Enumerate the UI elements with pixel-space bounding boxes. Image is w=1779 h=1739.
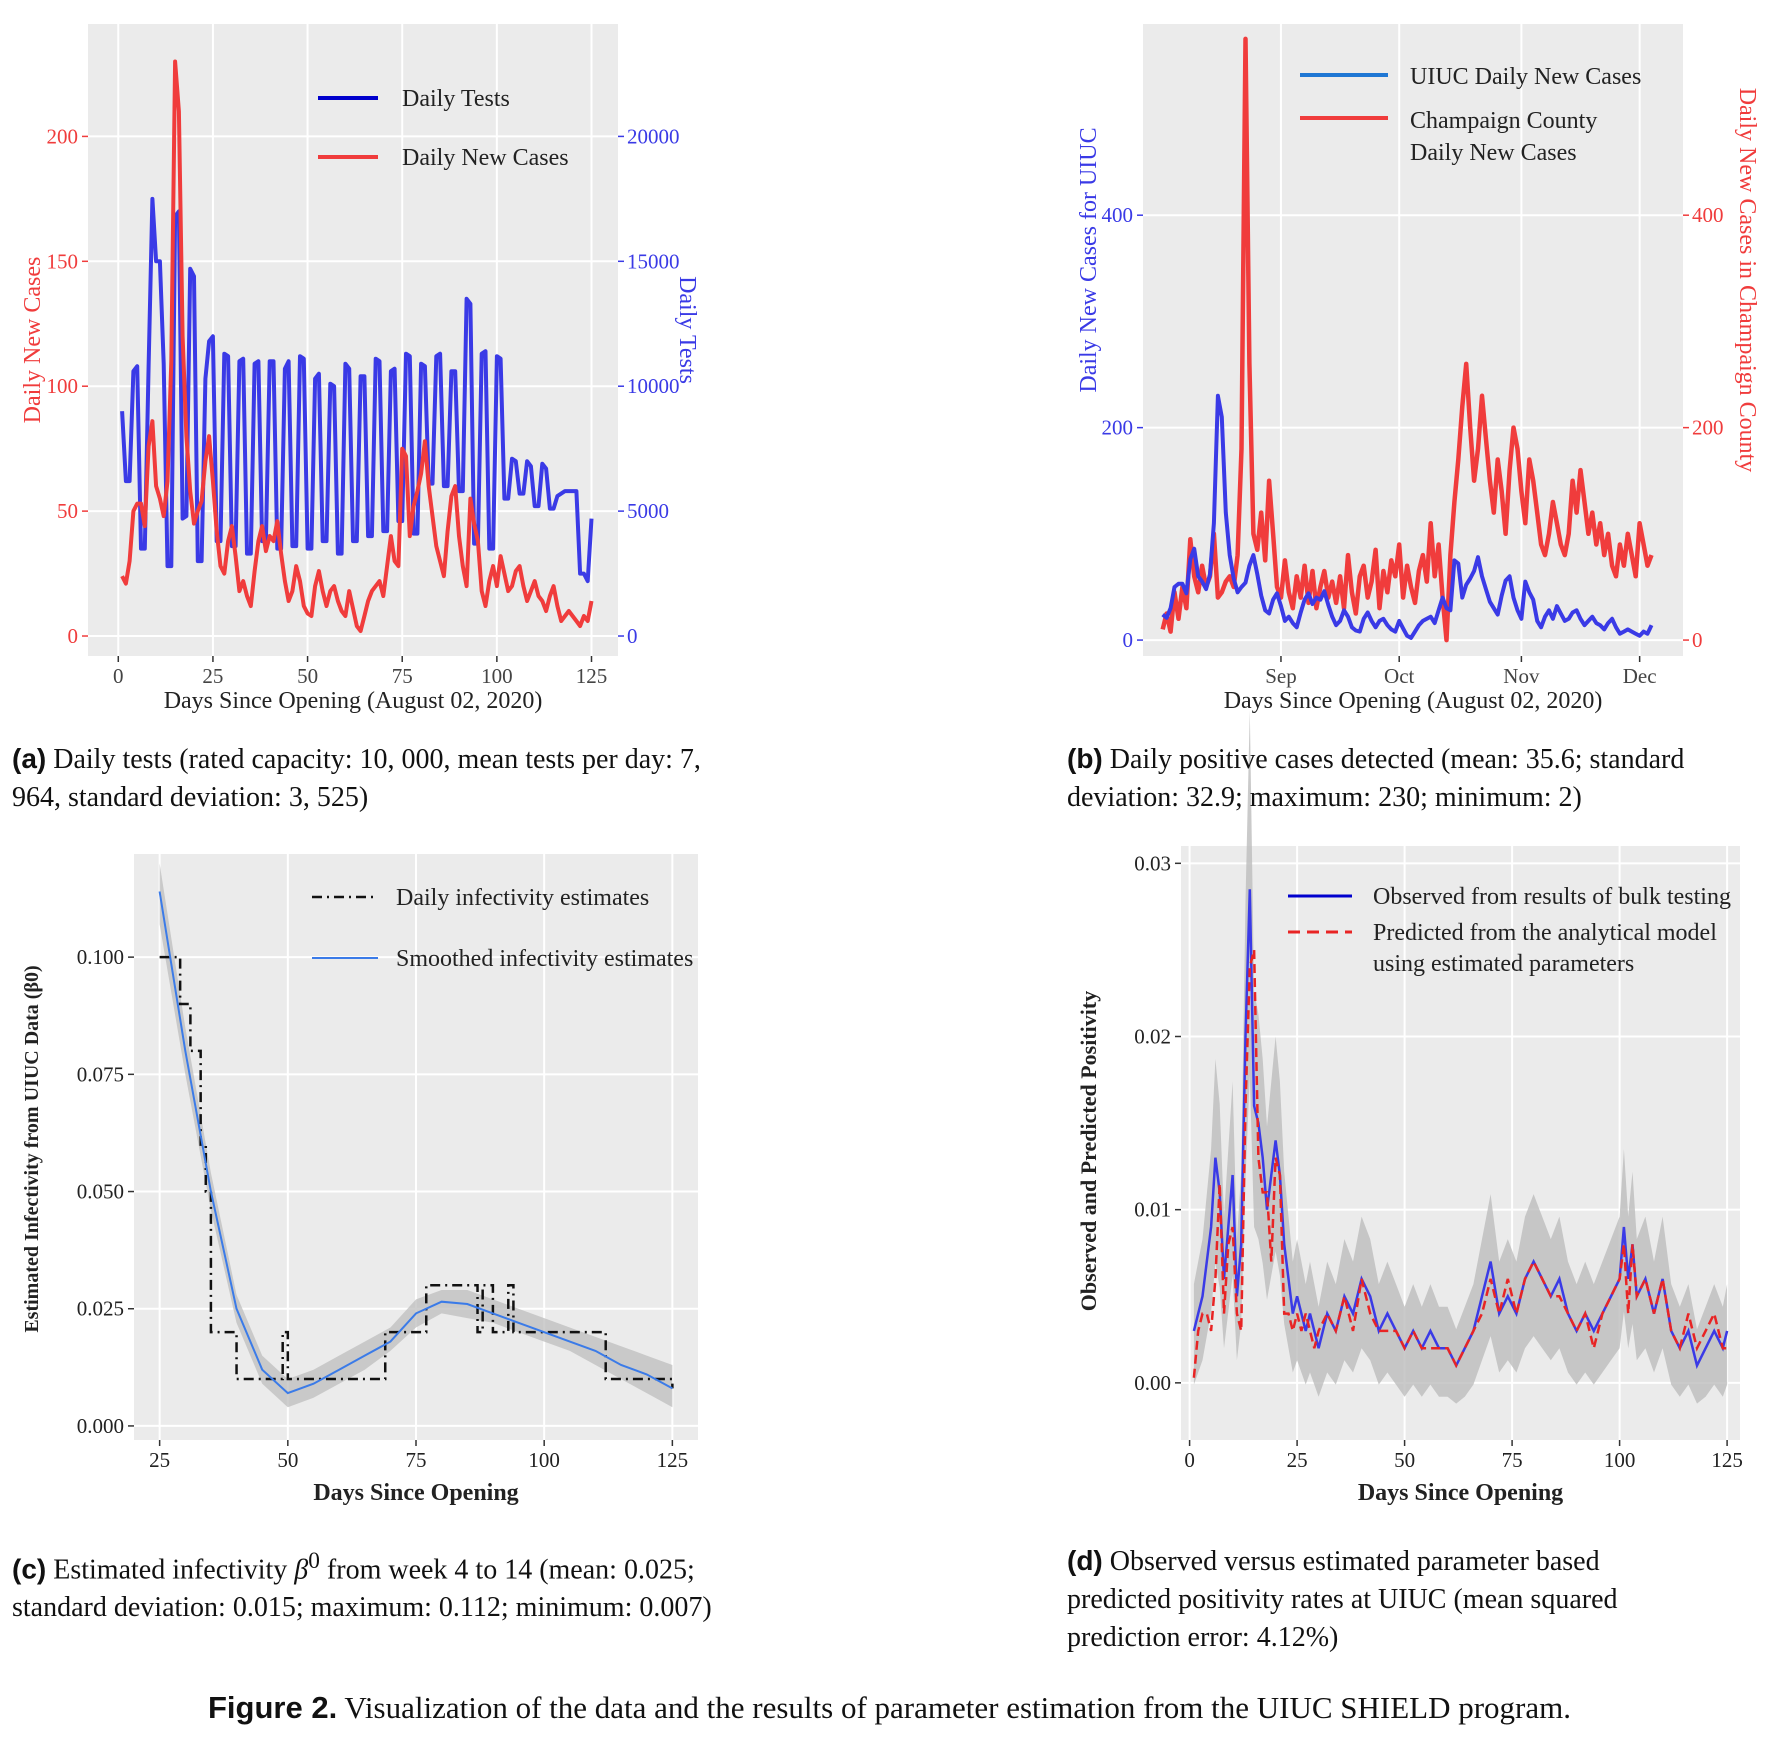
chart-a-xtick-label: 75 (392, 664, 413, 688)
chart-b-xtick-label: Oct (1384, 664, 1414, 688)
caption-c-superscript: 0 (308, 1548, 320, 1574)
chart-a-xtick-label: 25 (202, 664, 223, 688)
caption-c-beta-symbol: β (294, 1554, 309, 1586)
figure-label: Figure 2. (208, 1690, 338, 1725)
caption-d-label: (d) (1067, 1545, 1103, 1576)
chart-a-plot-area (88, 24, 618, 656)
chart-c-ytick-label: 0.050 (77, 1180, 124, 1204)
chart-a-y2tick-label: 15000 (627, 249, 680, 273)
chart-d-y-axis-label: Observed and Predicted Positivity (1076, 991, 1101, 1311)
chart-b-ytick-label: 0 (1123, 628, 1134, 652)
caption-b-text: Daily positive cases detected (mean: 35.… (1067, 744, 1685, 813)
chart-c-confidence-band (159, 863, 673, 1408)
chart-d-xtick-label: 0 (1184, 1448, 1195, 1472)
chart-d-ytick-label: 0.01 (1134, 1198, 1171, 1222)
chart-c-ytick-label: 0.000 (77, 1414, 124, 1438)
chart-d-ytick-label: 0.00 (1134, 1371, 1171, 1395)
chart-d-xtick-label: 100 (1604, 1448, 1636, 1472)
chart-b-ytick-label: 200 (1102, 416, 1134, 440)
chart-b-y2tick-label: 200 (1692, 416, 1724, 440)
chart-b-legend-label-county: Champaign County Daily New Cases (1410, 108, 1597, 166)
chart-c-legend-label-daily: Daily infectivity estimates (396, 885, 649, 911)
caption-d: (d) Observed versus estimated parameter … (1067, 1542, 1707, 1657)
chart-c-ytick-label: 0.075 (77, 1062, 124, 1086)
chart-c-xtick-label: 75 (406, 1448, 427, 1472)
chart-b-plot-area (1143, 24, 1683, 656)
caption-c-text-before: Estimated infectivity (46, 1554, 295, 1586)
chart-c-series-daily (159, 955, 674, 1389)
chart-c-ytick-label: 0.100 (77, 945, 124, 969)
chart-c-series-smoothed (158, 891, 673, 1395)
chart-a-xtick-label: 100 (481, 664, 513, 688)
chart-b-series-county (1160, 36, 1654, 643)
chart-a-xtick-label: 50 (297, 664, 318, 688)
chart-b-legend-label-uiuc: UIUC Daily New Cases (1410, 64, 1641, 90)
caption-c: (c) Estimated infectivity β0 from week 4… (12, 1542, 712, 1627)
chart-b-y2tick-label: 400 (1692, 203, 1724, 227)
chart-a-ytick-label: 0 (68, 624, 79, 648)
chart-b-xtick-label: Nov (1503, 664, 1540, 688)
chart-d-xtick-label: 125 (1711, 1448, 1743, 1472)
chart-d-ytick-label: 0.03 (1134, 851, 1171, 875)
figure-caption: Figure 2. Visualization of the data and … (0, 1690, 1779, 1726)
chart-d-xtick-label: 75 (1502, 1448, 1523, 1472)
chart-d-ytick-label: 0.02 (1134, 1024, 1171, 1048)
chart-c-xtick-label: 25 (149, 1448, 170, 1472)
chart-c-y-axis-label: Estimated Infectivity from UIUC Data (β0… (21, 965, 43, 1332)
chart-c-x-axis-label: Days Since Opening (313, 1480, 518, 1506)
chart-d-legend-label-predicted: Predicted from the analytical model using… (1373, 920, 1717, 977)
chart-b-y2-axis-label: Daily New Cases in Champaign County (1734, 88, 1760, 473)
chart-c-xtick-label: 50 (277, 1448, 298, 1472)
chart-a-ytick-label: 150 (47, 249, 79, 273)
caption-a-label: (a) (12, 743, 47, 774)
chart-a-xtick-label: 0 (113, 664, 124, 688)
chart-a-x-axis-label: Days Since Opening (August 02, 2020) (164, 688, 543, 714)
chart-b-xtick-label: Dec (1623, 664, 1657, 688)
chart-b-y-axis-label: Daily New Cases for UIUC (1076, 127, 1102, 392)
chart-a-legend-label-daily-tests: Daily Tests (402, 86, 510, 112)
chart-a-y-axis-label: Daily New Cases (20, 257, 46, 424)
chart-c-xtick-label: 100 (528, 1448, 560, 1472)
caption-c-label: (c) (12, 1553, 47, 1585)
chart-a-series-daily-tests (120, 196, 594, 584)
caption-d-text: Observed versus estimated parameter base… (1067, 1546, 1618, 1653)
caption-b-label: (b) (1067, 743, 1103, 774)
chart-d-legend-label-observed: Observed from results of bulk testing (1373, 884, 1731, 910)
chart-d-xtick-label: 25 (1287, 1448, 1308, 1472)
caption-a-text: Daily tests (rated capacity: 10, 000, me… (12, 744, 701, 813)
chart-d-xtick-label: 50 (1394, 1448, 1415, 1472)
chart-a-xtick-label: 125 (576, 664, 608, 688)
chart-c-ytick-label: 0.025 (77, 1297, 124, 1321)
caption-c-text-after: from week 4 to 14 (mean: 0.025; standard… (12, 1554, 712, 1624)
chart-a-ytick-label: 200 (47, 124, 79, 148)
chart-a-y2tick-label: 5000 (627, 499, 669, 523)
figure-text: Visualization of the data and the result… (337, 1690, 1571, 1725)
chart-a-legend-label-daily-new-cases: Daily New Cases (402, 145, 569, 171)
chart-b-series-uiuc (1161, 393, 1654, 640)
chart-c-legend-label-smoothed: Smoothed infectivity estimates (396, 946, 693, 972)
chart-a-y2tick-label: 0 (627, 624, 638, 648)
chart-a-y2-axis-label: Daily Tests (674, 276, 700, 384)
chart-a-ytick-label: 100 (47, 374, 79, 398)
chart-a-ytick-label: 50 (57, 499, 78, 523)
chart-d-x-axis-label: Days Since Opening (1358, 1480, 1563, 1506)
chart-b-x-axis-label: Days Since Opening (August 02, 2020) (1224, 688, 1603, 714)
chart-b-ytick-label: 400 (1102, 203, 1134, 227)
chart-a-y2tick-label: 10000 (627, 374, 680, 398)
caption-b: (b) Daily positive cases detected (mean:… (1067, 740, 1767, 817)
chart-b-xtick-label: Sep (1265, 664, 1297, 688)
chart-a-series-daily-new-cases (120, 59, 594, 633)
chart-a-y2tick-label: 20000 (627, 124, 680, 148)
chart-b-y2tick-label: 0 (1692, 628, 1703, 652)
caption-a: (a) Daily tests (rated capacity: 10, 000… (12, 740, 712, 817)
chart-d-series-predicted (1192, 949, 1728, 1378)
chart-c-xtick-label: 125 (657, 1448, 689, 1472)
